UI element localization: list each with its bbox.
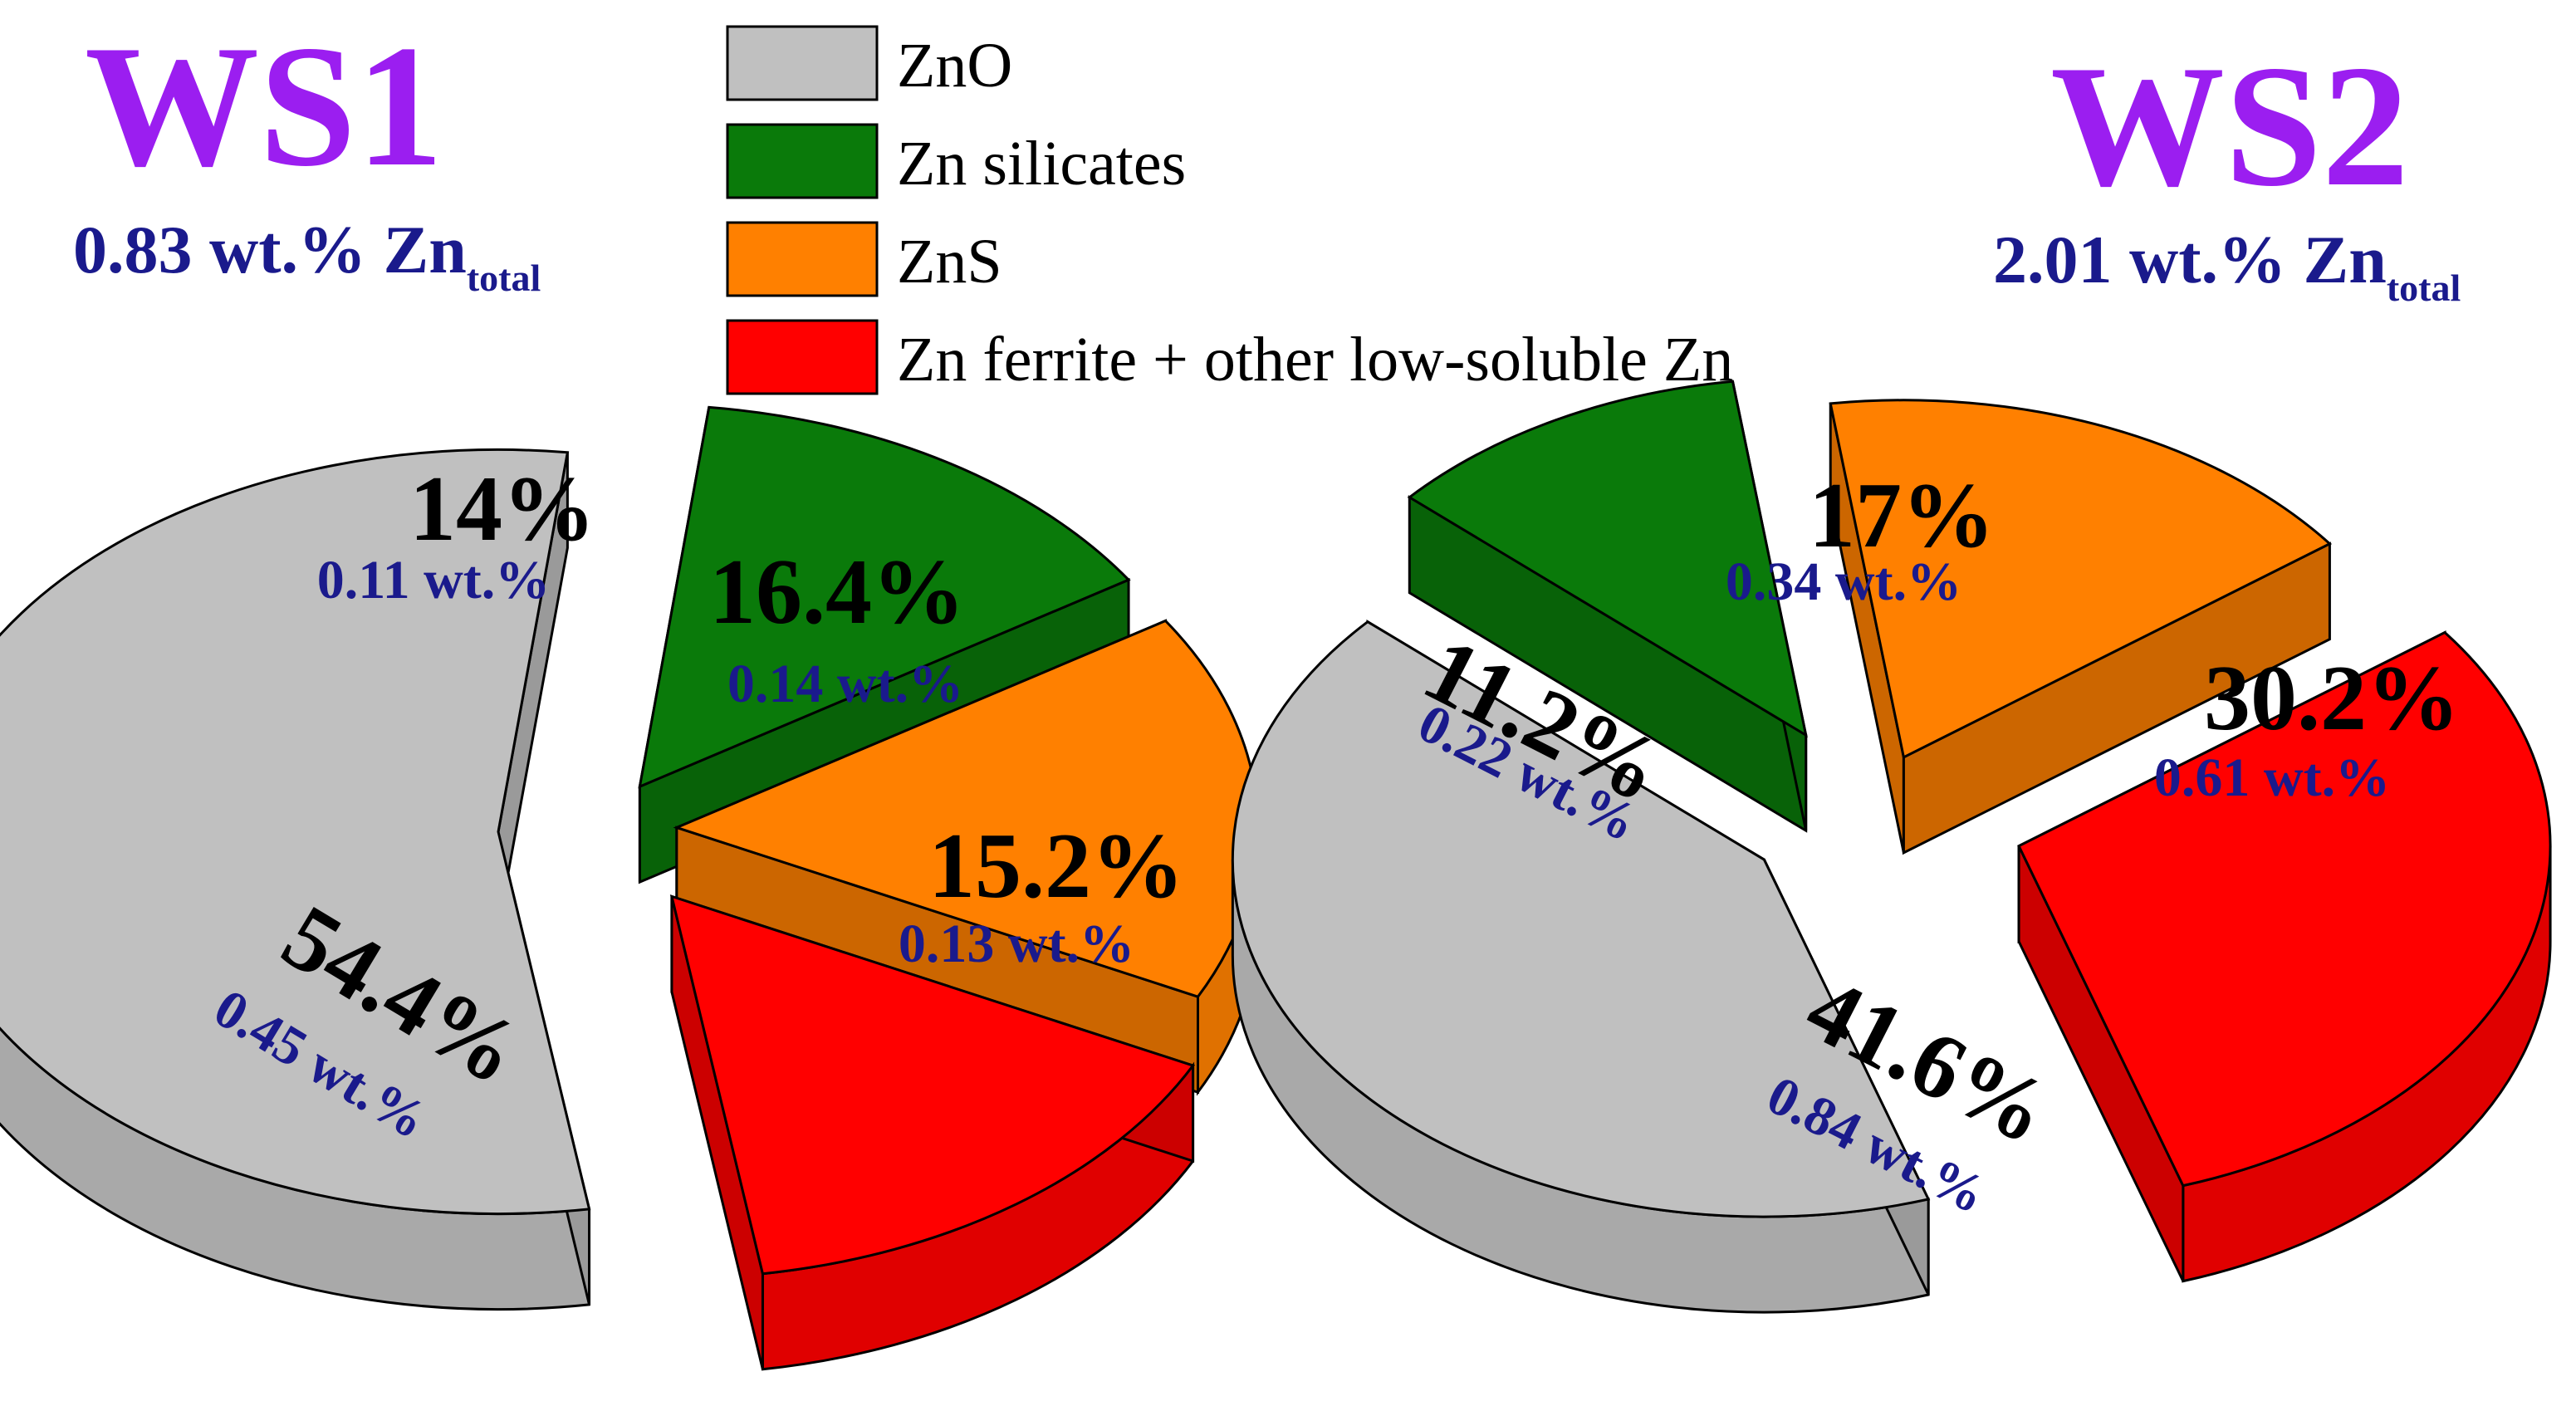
ws1-zns-wt-label: 0.14 wt.% — [727, 654, 963, 714]
legend: ZnO Zn silicates ZnS Zn ferrite + other … — [726, 25, 1733, 395]
legend-label-zn-silicates: Zn silicates — [897, 129, 1186, 198]
ws1-ferrite-pct-label: 15.2% — [928, 815, 1184, 918]
legend-label-zn-ferrite: Zn ferrite + other low-soluble Zn — [897, 325, 1733, 394]
ws1-total-value: 0.83 wt.% Zn — [73, 212, 467, 287]
ws2-zn-silicates-slice — [1407, 380, 1808, 738]
ws2-ferrite-pct-label: 30.2% — [2204, 647, 2460, 750]
ws1-title: WS1 — [85, 10, 443, 203]
ws2-title: WS2 — [2050, 30, 2409, 223]
ws1-zno-slice — [0, 448, 591, 1215]
ws1-total-subscript: total — [467, 257, 541, 299]
ws2-ferrite-wt-label: 0.61 wt.% — [2154, 747, 2390, 808]
legend-swatch-zno — [726, 25, 879, 101]
ws2-zns-pct-label: 17% — [1809, 464, 1995, 567]
legend-swatch-zns — [726, 221, 879, 297]
ws1-zns-pct-label: 16.4% — [709, 541, 965, 644]
ws2-total-subscript: total — [2387, 267, 2461, 309]
ws2-zns-slice — [1829, 399, 2333, 760]
ws1-zn-ferrite-other-low-soluble-zn-slice — [669, 894, 1196, 1276]
legend-swatch-zn-silicates — [726, 123, 879, 199]
ws1-pie — [0, 405, 1260, 1371]
ws1-total: 0.83 wt.% Zntotal — [73, 212, 541, 299]
ws2-total-value: 2.01 wt.% Zn — [1993, 222, 2387, 297]
legend-swatch-zn-ferrite — [726, 319, 879, 395]
ws2-zn-ferrite-other-low-soluble-zn-slice — [2017, 630, 2552, 1188]
ws1-silicates-pct-label: 14% — [409, 458, 595, 561]
ws2-total: 2.01 wt.% Zntotal — [1993, 222, 2461, 309]
ws1-zn-silicates-slice — [638, 405, 1131, 789]
ws2-zns-wt-label: 0.34 wt.% — [1726, 551, 1961, 612]
ws1-ferrite-wt-label: 0.13 wt.% — [899, 914, 1134, 974]
legend-label-zns: ZnS — [897, 227, 1002, 296]
legend-label-zno: ZnO — [897, 31, 1012, 100]
ws2-pie — [1231, 380, 2552, 1314]
ws2-zno-slice — [1231, 620, 1931, 1218]
ws1-silicates-wt-label: 0.11 wt.% — [317, 550, 551, 610]
